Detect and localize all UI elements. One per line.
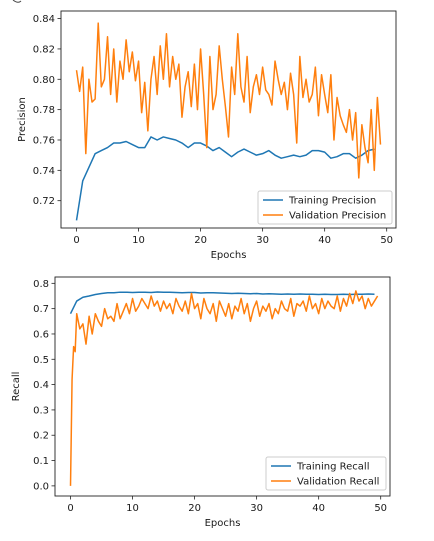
x-tick-label: 50 (380, 235, 393, 246)
y-axis-label: Precision (17, 97, 28, 142)
series-line-validation-recall (69, 290, 379, 486)
y-tick-label: 0.8 (33, 279, 49, 290)
y-tick-label: 0.7 (33, 304, 49, 315)
y-tick-label: 0.76 (33, 135, 55, 146)
x-tick-label: 10 (132, 235, 145, 246)
legend: Training Recall Validation Recall (265, 456, 387, 491)
y-tick-label: 0.3 (33, 405, 49, 416)
y-tick-label: 0.78 (33, 105, 55, 116)
series-line-training-precision (75, 136, 375, 221)
x-tick-label: 30 (256, 235, 269, 246)
x-tick-label: 50 (374, 503, 387, 514)
y-tick-label: 0.6 (33, 329, 49, 340)
precision-chart: 0 10 20 30 40 50 0.72 0.74 0.76 0.78 0.80 0.82 0.84 E… (17, 10, 397, 261)
recall-chart: 0 10 20 30 40 50 0.0 0.1 0.2 0.3 0.4 0.5 0.6 0.7 0.8 Ep… (11, 276, 391, 529)
y-axis-label: Recall (11, 372, 22, 402)
legend-label: Training Precision (288, 196, 376, 207)
y-tick-label: 0.0 (33, 481, 49, 492)
plot-frame (54, 276, 391, 497)
legend-box (265, 456, 387, 491)
y-tick-label: 0.82 (33, 44, 55, 55)
x-tick-label: 30 (250, 503, 263, 514)
series-line-training-recall (69, 291, 375, 315)
clipped-glyph-fragment (12, 0, 22, 3)
x-tick-label: 40 (318, 235, 331, 246)
x-axis-label: Epochs (205, 518, 241, 529)
y-tick-label: 0.84 (33, 14, 55, 25)
y-tick-label: 0.74 (33, 166, 55, 177)
y-tick-label: 0.1 (33, 456, 49, 467)
x-tick-label: 40 (312, 503, 325, 514)
y-tick-label: 0.4 (33, 380, 49, 391)
y-tick-label: 0.5 (33, 355, 49, 366)
legend-label: Validation Recall (297, 477, 379, 488)
legend: Training Precision Validation Precision (257, 190, 393, 225)
legend-box (257, 190, 393, 225)
x-tick-label: 20 (194, 235, 207, 246)
x-tick-label: 0 (73, 235, 79, 246)
legend-label: Training Recall (296, 462, 369, 473)
legend-label: Validation Precision (289, 211, 386, 222)
x-tick-label: 10 (126, 503, 139, 514)
y-tick-label: 0.72 (33, 196, 55, 207)
x-axis-label: Epochs (211, 250, 247, 261)
x-tick-label: 0 (67, 503, 73, 514)
plot-frame (60, 10, 397, 229)
y-tick-label: 0.2 (33, 431, 49, 442)
series-line-validation-precision (75, 22, 382, 179)
x-tick-label: 20 (188, 503, 201, 514)
y-tick-label: 0.80 (33, 75, 55, 86)
